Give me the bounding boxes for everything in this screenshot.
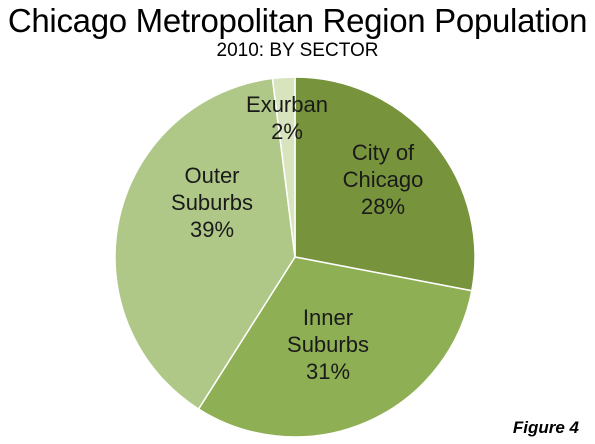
- slice-value-label: 31%: [306, 359, 350, 384]
- slice-value-label: 28%: [361, 194, 405, 219]
- slice-name-label: Suburbs: [171, 190, 253, 215]
- slice-label: Outer Suburbs 39%: [171, 163, 253, 242]
- slice-label: City of Chicago 28%: [343, 140, 424, 219]
- slice-name-label: Suburbs: [287, 332, 369, 357]
- pie-slice: [271, 76, 296, 258]
- slice-value-label: 2%: [271, 119, 303, 144]
- slice-name-label: Outer: [184, 163, 239, 188]
- slice-label: Exurban 2%: [246, 92, 328, 144]
- chart-title: Chicago Metropolitan Region Population: [7, 2, 588, 39]
- chart-subtitle: 2010: BY SECTOR: [216, 40, 379, 61]
- slice-name-label: Chicago: [343, 167, 424, 192]
- slice-label: Inner Suburbs 31%: [287, 305, 369, 384]
- pie-slice: [114, 77, 296, 411]
- pie-slice: [294, 76, 476, 292]
- slice-name-label: City of: [352, 140, 415, 165]
- slice-value-label: 39%: [190, 217, 234, 242]
- slice-name-label: Inner: [303, 305, 353, 330]
- figure-label: Figure 4: [512, 418, 579, 437]
- slice-name-label: Exurban: [246, 92, 328, 117]
